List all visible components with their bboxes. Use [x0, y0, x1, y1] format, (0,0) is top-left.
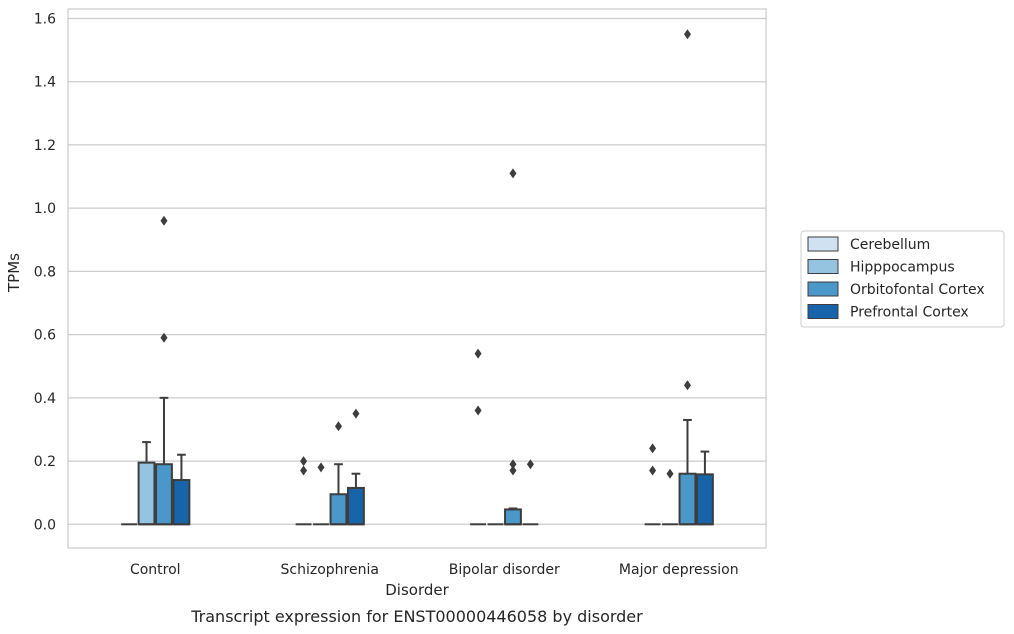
- legend-swatch: [807, 236, 839, 252]
- y-axis-label: TPMs: [5, 253, 23, 293]
- outlier-point: [509, 459, 517, 470]
- box: [504, 508, 522, 526]
- y-tick-label: 0.6: [34, 328, 56, 344]
- box: [172, 479, 191, 526]
- box-1-2: [329, 421, 348, 526]
- x-tick-labels: Control Schizophrenia Bipolar disorder Majo…: [130, 562, 739, 578]
- box: [678, 472, 697, 526]
- outlier-point: [317, 462, 325, 473]
- box-0-1: [137, 441, 156, 526]
- box-3-1: [662, 468, 678, 526]
- box-3-0: [644, 443, 661, 526]
- y-tick-label: 1.4: [34, 75, 56, 91]
- y-tick-label: 0.0: [34, 517, 56, 533]
- box-1-0: [295, 456, 312, 526]
- outlier-point: [666, 468, 674, 479]
- box: [696, 473, 714, 526]
- box-1-3: [347, 408, 365, 526]
- y-tick-labels: 0.0 0.2 0.4 0.6 0.8 1.0 1.2 1.4 1.6: [34, 11, 56, 533]
- chart-caption: Transcript expression for ENST0000044605…: [190, 607, 643, 626]
- outlier-point: [160, 215, 168, 226]
- legend-label: Hipppocampus: [850, 260, 955, 276]
- box-0-3: [172, 453, 191, 526]
- legend-label: Prefrontal Cortex: [850, 305, 969, 321]
- box-1-1: [313, 462, 329, 526]
- x-tick-label: Schizophrenia: [281, 562, 379, 578]
- y-tick-label: 1.2: [34, 138, 56, 154]
- outlier-point: [526, 459, 534, 470]
- legend-label: Cerebellum: [850, 237, 930, 253]
- outlier-point: [474, 405, 482, 416]
- box-3-3: [696, 450, 714, 526]
- box: [347, 486, 365, 526]
- y-tick-label: 0.4: [34, 391, 56, 407]
- outlier-point: [649, 465, 657, 476]
- y-tick-label: 0.8: [34, 264, 56, 280]
- y-tick-label: 1.6: [34, 11, 56, 27]
- box: [155, 463, 173, 526]
- outlier-point: [683, 29, 691, 40]
- legend-box: [800, 230, 1005, 328]
- x-tick-label: Control: [130, 562, 181, 578]
- outlier-point: [509, 168, 517, 179]
- outlier-point: [649, 443, 657, 454]
- box-2-0: [470, 348, 486, 526]
- box-0-2: [155, 215, 173, 526]
- x-axis-label: Disorder: [385, 581, 449, 599]
- y-tick-label: 0.2: [34, 454, 56, 470]
- outlier-point: [300, 465, 308, 476]
- outlier-point: [474, 348, 482, 359]
- outlier-point: [509, 465, 517, 476]
- box-3-2: [678, 29, 697, 526]
- box-series: [121, 29, 714, 526]
- legend-label: Orbitofontal Cortex: [850, 282, 985, 298]
- legend-swatch: [807, 304, 839, 319]
- box: [137, 461, 156, 526]
- x-tick-label: Major depression: [619, 562, 739, 578]
- outlier-point: [300, 456, 308, 467]
- legend-swatch: [807, 281, 839, 297]
- x-tick-label: Bipolar disorder: [449, 562, 560, 578]
- outlier-point: [334, 421, 342, 432]
- outlier-point: [352, 408, 360, 419]
- legend: Cerebellum Hipppocampus Orbitofontal Corte…: [800, 230, 1005, 328]
- box: [329, 493, 348, 526]
- outlier-point: [160, 332, 168, 343]
- box-2-3: [522, 459, 539, 526]
- box-2-2: [504, 168, 522, 526]
- legend-swatch: [807, 259, 839, 274]
- plot-area: [67, 8, 767, 549]
- y-tick-label: 1.0: [34, 201, 56, 217]
- outlier-point: [683, 380, 691, 391]
